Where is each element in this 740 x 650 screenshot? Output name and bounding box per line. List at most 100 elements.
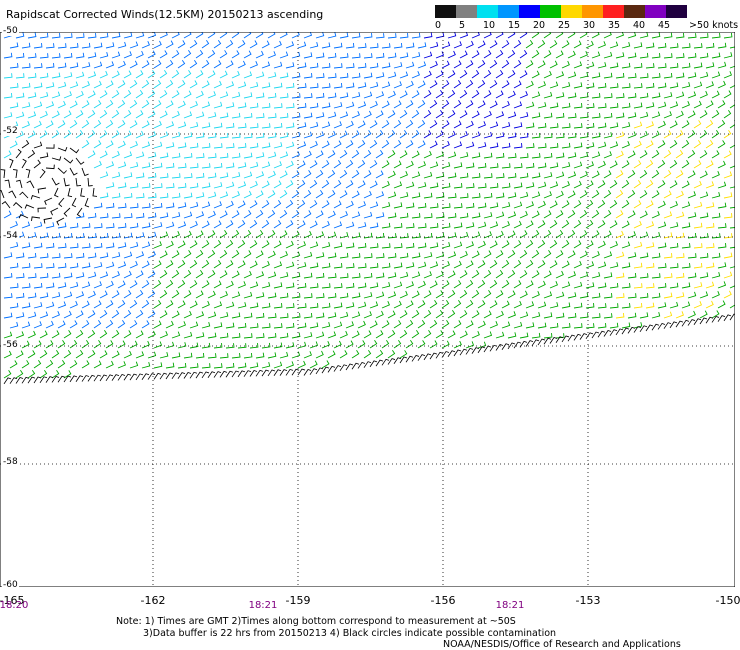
wind-barb <box>111 171 121 179</box>
wind-barb <box>81 81 90 89</box>
wind-barb <box>483 152 493 159</box>
wind-barb <box>93 281 102 289</box>
wind-barb <box>261 281 271 289</box>
wind-barb <box>39 32 49 39</box>
wind-barb <box>579 113 589 119</box>
wind-barb <box>585 82 595 89</box>
wind-barb <box>651 211 660 219</box>
wind-barb <box>369 282 379 289</box>
wind-barb <box>657 302 667 309</box>
wind-barb <box>159 110 168 119</box>
wind-barb <box>309 160 318 169</box>
wind-barb <box>93 242 103 249</box>
wind-barb <box>255 229 264 239</box>
wind-barb <box>225 81 235 89</box>
edge-wind-barb <box>291 368 300 376</box>
wind-barb <box>681 139 690 149</box>
wind-barb <box>51 272 61 279</box>
wind-barb <box>639 293 649 299</box>
wind-barb <box>483 50 492 59</box>
wind-barb <box>621 262 631 269</box>
wind-barb <box>609 199 618 209</box>
wind-barb <box>8 190 17 199</box>
wind-barb <box>669 180 678 189</box>
wind-barb <box>21 360 30 369</box>
wind-barb <box>705 262 715 269</box>
wind-barb <box>333 200 342 209</box>
wind-barb <box>369 263 379 269</box>
wind-barb <box>213 220 222 229</box>
wind-barb <box>519 230 528 239</box>
colorbar-swatch <box>603 5 624 18</box>
wind-barb <box>33 282 43 289</box>
wind-barb <box>453 260 462 269</box>
wind-barb <box>261 302 271 309</box>
wind-barb <box>183 211 193 219</box>
edge-wind-barb <box>381 358 390 366</box>
wind-barb <box>639 52 649 59</box>
wind-barb <box>255 190 264 199</box>
wind-barb <box>147 212 157 219</box>
edge-wind-barb <box>369 360 378 368</box>
wind-barb <box>429 80 438 89</box>
wind-barb <box>153 279 162 289</box>
wind-barb <box>363 311 372 319</box>
wind-barb <box>321 140 330 149</box>
wind-barb <box>537 39 546 49</box>
wind-barb <box>105 119 114 129</box>
edge-wind-barb <box>399 356 408 364</box>
wind-barb <box>147 131 156 139</box>
wind-barb <box>501 280 510 289</box>
wind-barb <box>237 343 247 349</box>
wind-barb <box>285 141 295 149</box>
wind-barb <box>327 73 337 79</box>
wind-barb <box>51 291 61 299</box>
wind-barb <box>489 183 499 189</box>
edge-wind-barb <box>633 326 642 333</box>
wind-barb <box>717 140 726 149</box>
wind-barb <box>645 102 655 109</box>
wind-barb <box>15 292 25 299</box>
edge-wind-barb <box>213 371 222 378</box>
wind-barb <box>231 312 241 319</box>
wind-barb <box>711 191 721 199</box>
wind-barb <box>471 331 480 339</box>
wind-barb <box>201 363 211 369</box>
wind-barb <box>81 339 90 349</box>
wind-barb <box>537 322 547 329</box>
wind-barb <box>273 40 282 49</box>
wind-barb <box>345 242 355 249</box>
wind-barb <box>249 142 259 149</box>
wind-barb <box>27 92 37 99</box>
wind-barb <box>15 252 25 259</box>
edge-wind-barb <box>303 369 312 376</box>
wind-barb <box>555 92 565 99</box>
wind-barb <box>135 193 145 199</box>
edge-wind-barb <box>495 344 504 351</box>
colorbar-label: 5 <box>459 20 466 31</box>
wind-barb <box>81 42 91 49</box>
wind-barb <box>87 129 96 139</box>
wind-barb <box>261 200 270 209</box>
wind-barb <box>729 227 735 229</box>
wind-barb <box>9 102 19 109</box>
wind-barb <box>717 281 727 289</box>
wind-barb <box>687 110 696 119</box>
wind-barb <box>705 223 715 229</box>
wind-barb <box>597 103 607 109</box>
wind-barb <box>195 311 205 319</box>
wind-barb <box>687 149 696 159</box>
wind-barb <box>9 360 18 369</box>
wind-barb <box>327 231 337 239</box>
wind-barb <box>63 310 72 319</box>
lat-label: -58 <box>2 457 19 467</box>
wind-barb <box>15 130 24 139</box>
wind-barb <box>639 130 648 139</box>
wind-barb <box>543 32 552 39</box>
lat-label: -52 <box>2 126 19 136</box>
wind-barb <box>399 191 409 199</box>
wind-barb <box>93 140 102 149</box>
wind-barb <box>171 290 180 299</box>
wind-barb <box>303 332 313 339</box>
wind-barb <box>297 303 307 309</box>
